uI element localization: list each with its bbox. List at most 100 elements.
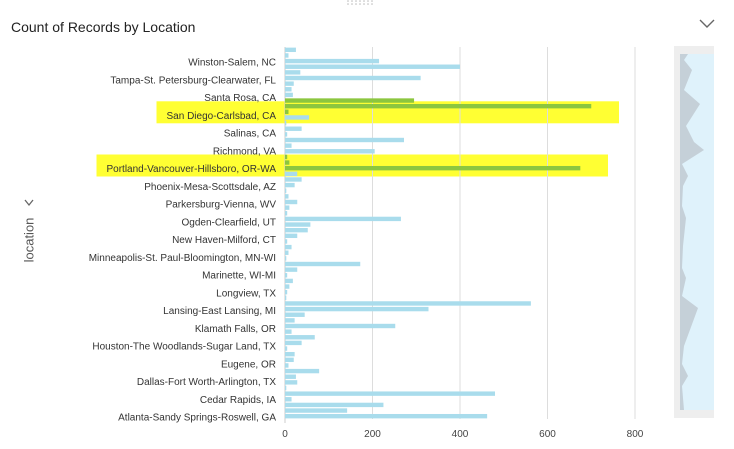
category-label[interactable]: Cedar Rapids, IA — [200, 395, 276, 406]
category-label[interactable]: Ogden-Clearfield, UT — [182, 217, 276, 228]
bar[interactable] — [285, 301, 531, 306]
bar[interactable] — [285, 132, 288, 137]
bar[interactable] — [285, 233, 298, 239]
drag-handle-icon[interactable] — [346, 0, 376, 5]
category-label[interactable]: Parkersburg-Vienna, WV — [166, 200, 277, 211]
bar[interactable] — [285, 318, 295, 323]
bar[interactable] — [285, 289, 288, 295]
bar[interactable] — [285, 126, 302, 131]
bar-selected[interactable] — [285, 103, 592, 109]
bar[interactable] — [285, 402, 384, 408]
bar-selected[interactable] — [285, 154, 288, 160]
bar[interactable] — [285, 413, 488, 419]
bar-selected[interactable] — [285, 165, 581, 171]
bar[interactable] — [285, 273, 288, 278]
bar[interactable] — [285, 306, 429, 312]
category-label[interactable]: Minneapolis-St. Paul-Bloomington, MN-WI — [89, 253, 276, 264]
bar[interactable] — [285, 284, 290, 289]
category-label[interactable]: Marinette, WI-MI — [202, 271, 276, 282]
bar[interactable] — [285, 368, 320, 374]
minimap-sparkline — [680, 54, 704, 410]
category-label[interactable]: Atlanta-Sandy Springs-Roswell, GA — [118, 413, 276, 424]
bar-selected[interactable] — [285, 160, 290, 165]
bar[interactable] — [285, 295, 287, 301]
bar[interactable] — [285, 87, 292, 92]
highlight-box — [96, 154, 608, 177]
bar-selected[interactable] — [285, 109, 289, 115]
bar[interactable] — [285, 261, 361, 267]
bar[interactable] — [285, 323, 396, 329]
bar[interactable] — [285, 239, 288, 244]
bar[interactable] — [285, 250, 289, 255]
bar[interactable] — [285, 391, 495, 396]
category-label[interactable]: San Diego-Carlsbad, CA — [167, 111, 277, 122]
bar[interactable] — [285, 211, 288, 216]
bar[interactable] — [285, 346, 288, 351]
bar[interactable] — [285, 53, 289, 58]
bar[interactable] — [285, 75, 421, 81]
bar[interactable] — [285, 335, 315, 340]
x-tick-label: 800 — [627, 429, 644, 440]
bar[interactable] — [285, 182, 295, 188]
y-axis-label-button[interactable]: location — [14, 195, 44, 285]
category-label[interactable]: Klamath Falls, OR — [195, 324, 276, 335]
bar[interactable] — [285, 357, 294, 363]
bar[interactable] — [285, 374, 296, 379]
bar[interactable] — [285, 177, 302, 182]
category-label[interactable]: Eugene, OR — [221, 359, 276, 370]
chart-minimap[interactable] — [674, 46, 714, 418]
bar[interactable] — [285, 256, 287, 261]
category-label[interactable]: Phoenix-Mesa-Scottsdale, AZ — [144, 182, 276, 193]
bar[interactable] — [285, 340, 302, 346]
bar[interactable] — [285, 408, 348, 413]
bar[interactable] — [285, 137, 404, 143]
bar[interactable] — [285, 115, 310, 120]
bar[interactable] — [285, 47, 296, 53]
bar[interactable] — [285, 58, 380, 64]
bar[interactable] — [285, 64, 460, 69]
bar[interactable] — [285, 70, 301, 75]
bar[interactable] — [285, 244, 292, 250]
bar[interactable] — [285, 120, 287, 126]
bar-selected[interactable] — [285, 98, 415, 103]
category-label[interactable]: Lansing-East Lansing, MI — [163, 306, 276, 317]
bar[interactable] — [285, 267, 298, 272]
bar[interactable] — [285, 92, 293, 98]
bar[interactable] — [285, 81, 294, 86]
bar[interactable] — [285, 385, 287, 391]
bar[interactable] — [285, 363, 289, 368]
category-label[interactable]: Winston-Salem, NC — [188, 58, 276, 69]
x-tick-label: 200 — [364, 429, 381, 440]
bar[interactable] — [285, 329, 292, 334]
x-tick-label: 0 — [282, 429, 288, 440]
bar[interactable] — [285, 143, 292, 148]
bar[interactable] — [285, 199, 298, 205]
category-label[interactable]: Dallas-Fort Worth-Arlington, TX — [137, 377, 276, 388]
bar[interactable] — [285, 205, 290, 210]
category-label[interactable]: Portland-Vancouver-Hillsboro, OR-WA — [107, 164, 277, 175]
category-label[interactable]: New Haven-Milford, CT — [172, 235, 276, 246]
category-label[interactable]: Houston-The Woodlands-Sugar Land, TX — [92, 342, 276, 353]
bar[interactable] — [285, 351, 295, 357]
bar[interactable] — [285, 222, 311, 227]
bar[interactable] — [285, 216, 401, 222]
chevron-right-icon — [24, 199, 34, 207]
bar[interactable] — [285, 397, 292, 402]
bar[interactable] — [285, 278, 293, 284]
x-tick-label: 400 — [452, 429, 469, 440]
bar[interactable] — [285, 171, 298, 177]
category-label[interactable]: Longview, TX — [216, 288, 276, 299]
bar[interactable] — [285, 149, 375, 154]
category-label[interactable]: Richmond, VA — [213, 146, 277, 157]
category-label[interactable]: Tampa-St. Petersburg-Clearwater, FL — [110, 75, 276, 86]
bar[interactable] — [285, 227, 308, 233]
chart-title: Count of Records by Location — [11, 19, 196, 35]
bar[interactable] — [285, 188, 287, 193]
category-label[interactable]: Salinas, CA — [224, 129, 277, 140]
bar[interactable] — [285, 312, 305, 317]
bar[interactable] — [285, 194, 289, 199]
bar[interactable] — [285, 380, 298, 385]
chevron-down-icon[interactable] — [698, 16, 716, 32]
category-label[interactable]: Santa Rosa, CA — [204, 93, 276, 104]
